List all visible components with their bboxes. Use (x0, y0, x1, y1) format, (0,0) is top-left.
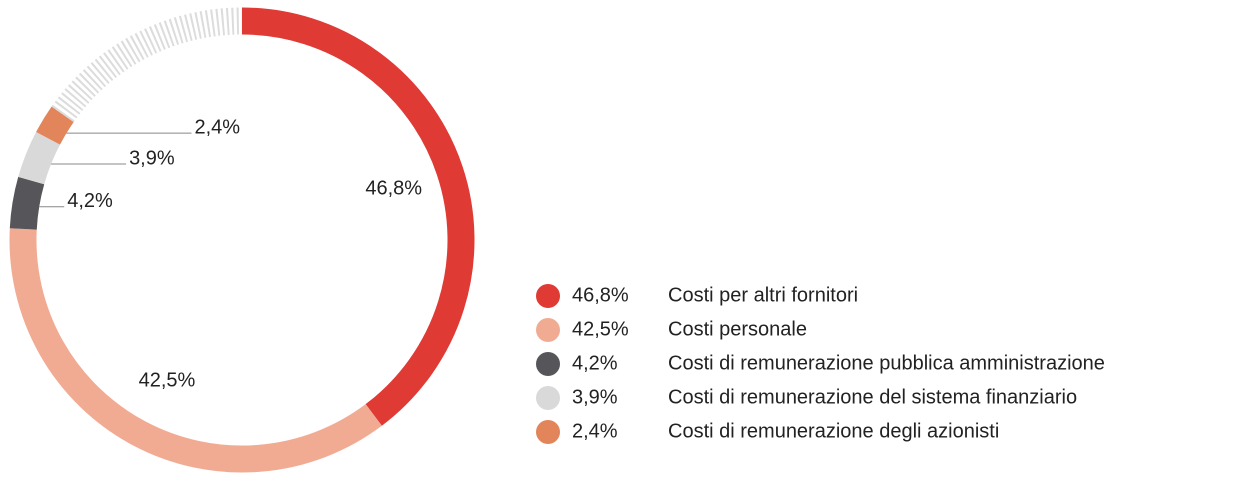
legend-label: Costi per altri fornitori (668, 284, 858, 306)
legend-value: 46,8% (572, 284, 629, 306)
legend-value: 4,2% (572, 352, 618, 374)
legend-value: 3,9% (572, 386, 618, 408)
legend-swatch (536, 386, 560, 410)
donut-slice (9, 176, 45, 230)
legend-swatch (536, 284, 560, 308)
legend-label: Costi di remunerazione pubblica amminist… (668, 352, 1105, 374)
donut-slice (241, 7, 475, 426)
data-label: 42,5% (139, 370, 196, 392)
legend-value: 2,4% (572, 420, 618, 442)
donut-slice (9, 228, 382, 473)
data-label: 46,8% (365, 178, 422, 200)
legend-value: 42,5% (572, 318, 629, 340)
legend-swatch (536, 420, 560, 444)
data-label: 2,4% (194, 116, 240, 138)
hatched-remainder (51, 7, 243, 123)
legend-swatch (536, 352, 560, 376)
legend-label: Costi personale (668, 318, 807, 340)
legend-swatch (536, 318, 560, 342)
donut-slice (36, 106, 74, 145)
data-label: 4,2% (67, 190, 113, 212)
data-label: 3,9% (129, 147, 175, 169)
legend-label: Costi di remunerazione del sistema finan… (668, 386, 1077, 408)
legend-label: Costi di remunerazione degli azionisti (668, 420, 999, 442)
donut-slice (18, 132, 61, 185)
